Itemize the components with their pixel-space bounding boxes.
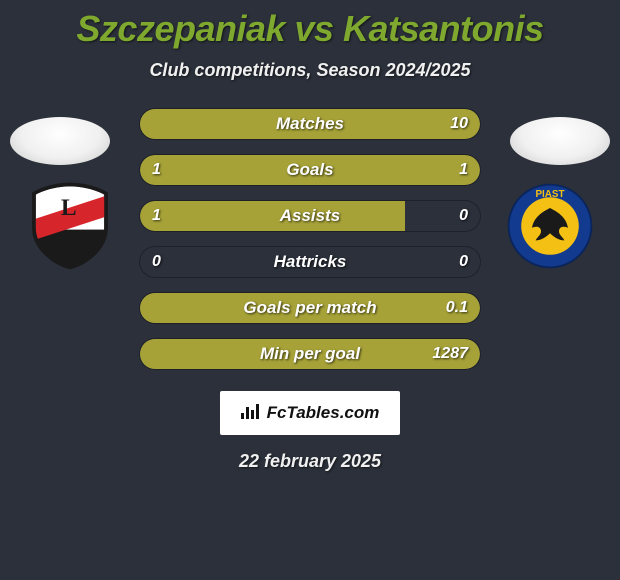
stat-label: Hattricks bbox=[140, 247, 480, 277]
stat-fill-left bbox=[140, 155, 310, 185]
chart-icon bbox=[241, 403, 261, 424]
branding-badge[interactable]: FcTables.com bbox=[220, 391, 400, 435]
svg-text:L: L bbox=[61, 195, 77, 221]
stat-value-left: 0 bbox=[152, 247, 161, 277]
player-left-avatar bbox=[10, 117, 110, 165]
player-right-avatar bbox=[510, 117, 610, 165]
stat-value-right: 0 bbox=[459, 201, 468, 231]
stat-fill-right bbox=[140, 339, 480, 369]
stat-fill-right bbox=[140, 109, 480, 139]
stat-row: 1Goals1 bbox=[140, 155, 480, 185]
stat-fill-right bbox=[310, 155, 480, 185]
subtitle: Club competitions, Season 2024/2025 bbox=[0, 60, 620, 81]
stat-rows: Matches101Goals11Assists00Hattricks0Goal… bbox=[140, 109, 480, 369]
page-title: Szczepaniak vs Katsantonis bbox=[0, 0, 620, 50]
stat-row: 1Assists0 bbox=[140, 201, 480, 231]
stat-row: 0Hattricks0 bbox=[140, 247, 480, 277]
stat-value-right: 0 bbox=[459, 247, 468, 277]
club-right-crest: PIAST bbox=[500, 181, 600, 271]
stat-row: Min per goal1287 bbox=[140, 339, 480, 369]
stat-fill-right bbox=[140, 293, 480, 323]
date-label: 22 february 2025 bbox=[0, 451, 620, 472]
club-left-crest: L bbox=[20, 181, 120, 271]
stat-row: Matches10 bbox=[140, 109, 480, 139]
svg-text:PIAST: PIAST bbox=[535, 189, 564, 200]
stat-fill-left bbox=[140, 201, 405, 231]
stat-row: Goals per match0.1 bbox=[140, 293, 480, 323]
comparison-panel: L PIAST Matches101Goals11Assists00Hattri… bbox=[0, 109, 620, 472]
branding-label: FcTables.com bbox=[267, 403, 380, 423]
